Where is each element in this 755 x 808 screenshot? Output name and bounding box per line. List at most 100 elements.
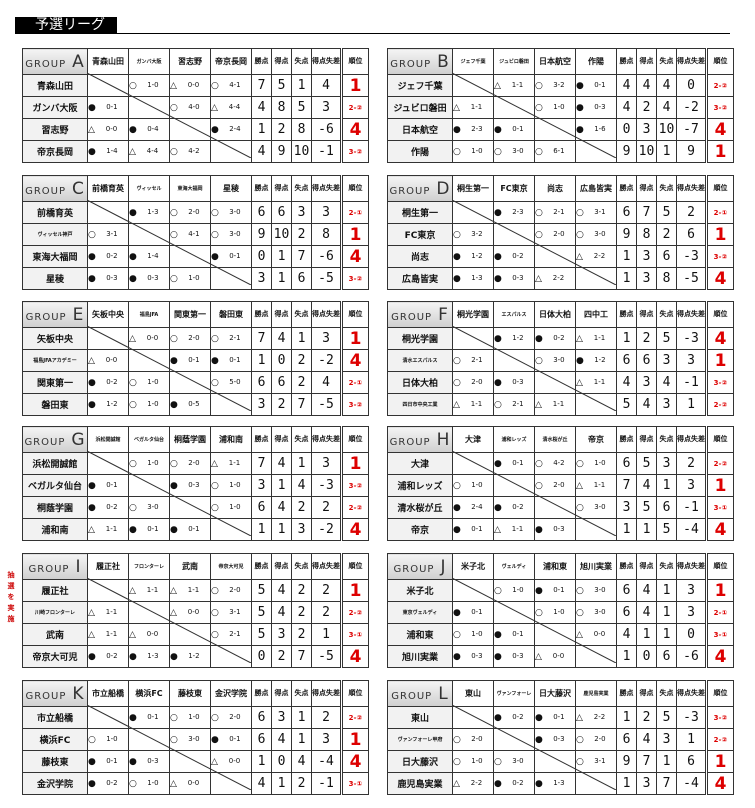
points: 6 [251,371,272,394]
points: 1 [251,349,272,372]
match-result: ●0-1 [534,706,576,729]
goals-for: 2 [271,393,292,416]
match-result-text: △1-1 [535,399,565,410]
match-result-text: ●0-2 [88,251,118,262]
team-name: 桐蔭学園 [22,496,88,519]
goals-for: 4 [636,728,657,751]
goals-against: 10 [291,140,312,163]
title-underline [15,33,730,34]
points: 1 [616,706,637,729]
stat-header: 失点 [291,426,312,453]
opponent-header: 浦和南 [210,426,252,453]
match-result-text: ○4-0 [170,102,200,113]
team-name: 桐光学園 [387,327,453,350]
stat-header: 得点失差 [676,48,707,75]
match-result: ●0-1 [493,118,535,141]
diagonal-cell [210,772,252,795]
diagonal-cell [87,74,129,97]
points: 6 [251,496,272,519]
match-result-text: △0-0 [170,607,200,618]
table-row: 川崎フロンターレ △1-1 △0-0 ○3-1 5 4 2 2 2-② [22,601,369,624]
goal-difference: -3 [311,474,342,497]
stat-header: 勝点 [251,553,272,580]
match-result: ●2-4 [452,496,494,519]
match-result-text: ○3-1 [576,207,606,218]
points: 5 [251,601,272,624]
points: 0 [251,245,272,268]
rank: 4 [340,245,369,268]
goals-against: 1 [656,474,677,497]
goal-difference: -6 [311,118,342,141]
rank: 3-② [705,371,734,394]
header-row: GROUP L 東山 ヴァンフォーレ 日大藤沢 鹿児島実業 勝点 得点 失点 得点失差 順位 [387,680,734,707]
table-row: 浦和東 ○1-0 ●0-1 △0-0 4 1 1 0 3-① [387,623,734,646]
goal-difference: -2 [311,349,342,372]
match-result: ○1-0 [128,452,170,475]
table-row: 大津 ●0-1 ○4-2 ○1-0 6 5 3 2 2-② [387,452,734,475]
stat-header: 順位 [340,426,369,453]
opponent-header: 旭川実業 [575,553,617,580]
diagonal-cell [493,601,535,624]
match-result-text: ○3-2 [535,80,565,91]
stat-header: 得点失差 [676,426,707,453]
diagonal-cell [128,96,170,119]
diagonal-cell [452,74,494,97]
stat-header: 得点失差 [311,426,342,453]
stat-header: 勝点 [616,426,637,453]
team-name: 習志野 [22,118,88,141]
opponent-header: 関東第一 [169,301,211,328]
group-letter: F [438,304,449,325]
match-result-text: ●0-3 [453,651,483,662]
team-name: 青森山田 [22,74,88,97]
header-row: GROUP A 青森山田 ガンバ大阪 習志野 帝京長岡 勝点 得点 失点 得点失差 順位 [22,48,369,75]
match-result: △2-2 [534,267,576,290]
opponent-header: 日大藤沢 [534,680,576,707]
group-letter: B [437,51,450,72]
match-result: △1-1 [493,518,535,541]
match-result: ●0-3 [169,474,211,497]
match-result: ○3-0 [169,728,211,751]
stat-header: 失点 [656,553,677,580]
goals-for: 4 [636,393,657,416]
goals-for: 3 [636,267,657,290]
diagonal-cell [575,772,617,795]
match-result-text: ●0-1 [129,712,159,723]
match-result: ●1-3 [128,645,170,668]
opponent-header: 帝京大可児 [210,553,252,580]
table-row: 日体大柏 ○2-0 ●0-3 △1-1 4 3 4 -1 3-② [387,371,734,394]
match-result: ●1-2 [169,645,211,668]
table-row: 藤枝東 ●0-1 ●0-3 △0-0 1 0 4 -4 4 [22,750,369,773]
match-result-text: ○3-1 [88,229,118,240]
points: 0 [251,645,272,668]
opponent-header: 桐生第一 [452,175,494,202]
diagonal-cell [169,118,211,141]
opponent-header: ヴィッセル [128,175,170,202]
goals-for: 8 [271,96,292,119]
rank: 4 [340,518,369,541]
rank: 1 [705,223,734,246]
goals-for: 4 [271,452,292,475]
match-result-text: ○1-0 [535,607,565,618]
match-result: ○2-0 [210,579,252,602]
match-result: △2-2 [452,772,494,795]
match-result: ●0-3 [87,267,129,290]
match-result-text: △2-2 [535,273,565,284]
table-row: 帝京 ●0-1 △1-1 ●0-3 1 1 5 -4 4 [387,518,734,541]
team-name: 武南 [22,623,88,646]
match-result: ●0-5 [169,393,211,416]
match-result-text: ●0-2 [88,651,118,662]
match-result-text: ○2-0 [453,734,483,745]
points: 1 [251,750,272,773]
match-result: ●0-1 [210,349,252,372]
rank: 3-② [340,267,369,290]
group-label: GROUP F [387,301,453,328]
points: 1 [251,118,272,141]
goals-for: 3 [636,371,657,394]
match-result: △0-0 [210,750,252,773]
points: 5 [616,393,637,416]
rank: 1 [340,728,369,751]
goal-difference: -5 [311,393,342,416]
stat-header: 順位 [705,426,734,453]
opponent-header: 日体大柏 [534,301,576,328]
rank: 4 [340,118,369,141]
